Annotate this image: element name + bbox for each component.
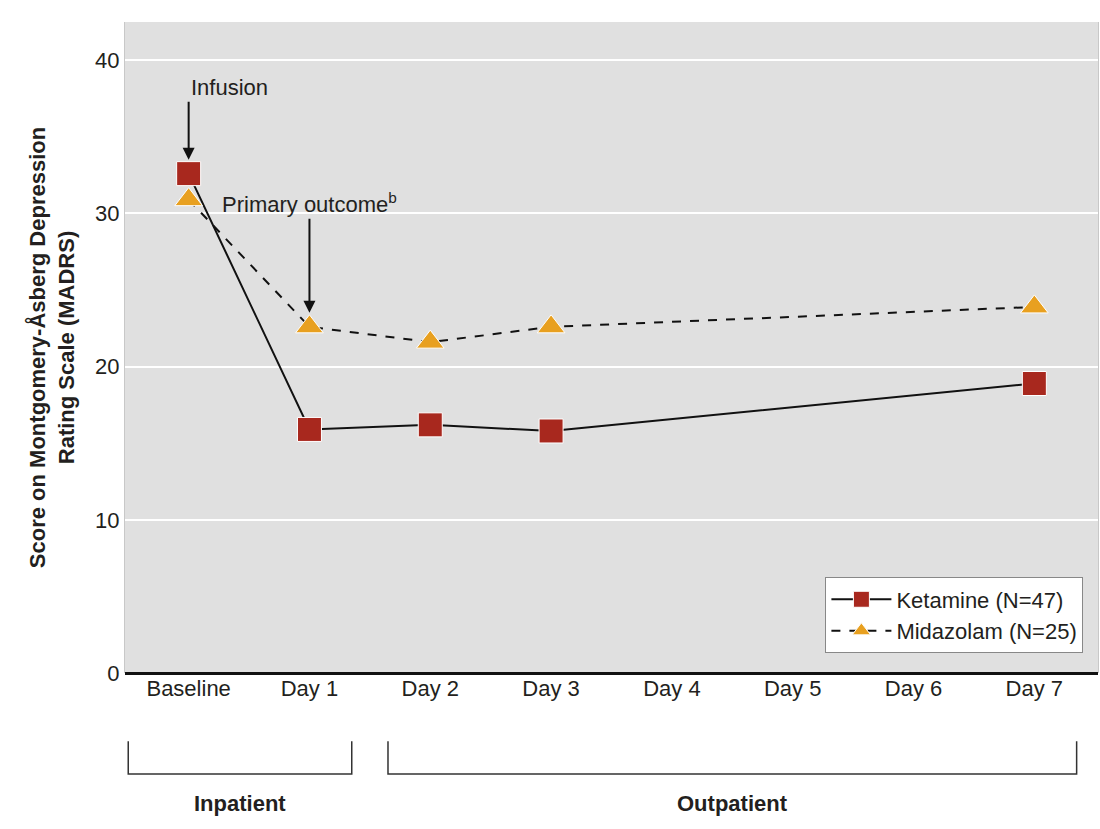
svg-text:Day 6: Day 6 [885, 676, 942, 701]
svg-text:Baseline: Baseline [146, 676, 230, 701]
svg-text:Day 7: Day 7 [1006, 676, 1063, 701]
svg-text:Outpatient: Outpatient [677, 791, 788, 816]
svg-text:10: 10 [95, 508, 119, 533]
svg-text:Day 1: Day 1 [281, 676, 338, 701]
svg-text:Day 5: Day 5 [764, 676, 821, 701]
svg-text:Day 2: Day 2 [402, 676, 459, 701]
svg-text:Ketamine (N=47): Ketamine (N=47) [896, 588, 1063, 613]
svg-text:40: 40 [95, 48, 119, 73]
svg-text:Day 3: Day 3 [522, 676, 579, 701]
svg-text:Inpatient: Inpatient [194, 791, 286, 816]
svg-text:20: 20 [95, 354, 119, 379]
svg-text:Score on Montgomery-Åsberg Dep: Score on Montgomery-Åsberg DepressionRat… [24, 127, 79, 568]
svg-text:Day 4: Day 4 [643, 676, 700, 701]
svg-text:0: 0 [107, 661, 119, 686]
svg-text:Primary outcome​b​: Primary outcome​b​ [222, 189, 397, 217]
svg-text:Infusion: Infusion [191, 75, 268, 100]
svg-text:Midazolam (N=25): Midazolam (N=25) [896, 619, 1076, 644]
svg-text:30: 30 [95, 201, 119, 226]
